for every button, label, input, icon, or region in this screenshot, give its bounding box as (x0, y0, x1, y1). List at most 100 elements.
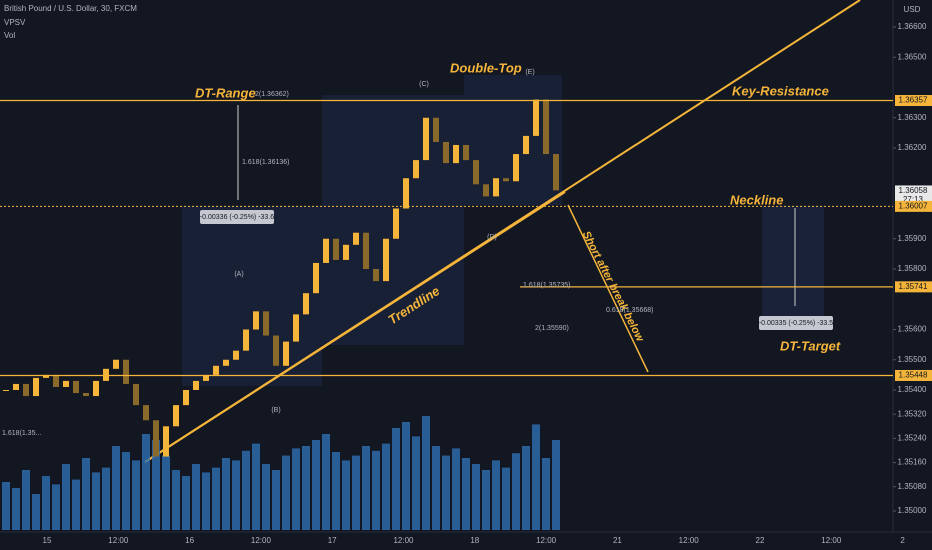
candle (363, 232, 369, 269)
candle (393, 208, 399, 239)
wave-label: (C) (419, 81, 429, 88)
volume-bar (2, 482, 10, 530)
volume-bar (82, 458, 90, 530)
price-label: 1.35400 (898, 385, 927, 394)
volume-bar (372, 450, 380, 530)
volume-bar (32, 494, 40, 530)
volume-bar (302, 446, 310, 530)
candle (13, 383, 19, 390)
time-label: 18 (470, 536, 479, 545)
wave-label: (B) (271, 407, 280, 414)
candle (553, 154, 559, 191)
volume-bar (212, 467, 220, 530)
price-label: 1.35160 (898, 458, 927, 467)
volume-bar (482, 470, 490, 530)
volume-bar (512, 453, 520, 530)
volume-bar (232, 460, 240, 530)
price-label: 1.36200 (898, 143, 927, 152)
candle (53, 374, 59, 387)
candle (83, 393, 89, 397)
candle (413, 160, 419, 179)
volume-bar (542, 458, 550, 530)
volume-bar (262, 464, 270, 530)
wave-label: (D) (487, 234, 497, 241)
time-label: 12:00 (251, 536, 272, 545)
price-tag (895, 95, 932, 107)
time-label: 21 (613, 536, 622, 545)
candle (483, 184, 489, 197)
price-label: 1.35240 (898, 434, 927, 443)
candle (313, 262, 319, 294)
volume-bar (182, 476, 190, 530)
measure-box (200, 210, 274, 224)
volume-bar (242, 450, 250, 530)
price-label: 1.35080 (898, 482, 927, 491)
measure-box (759, 316, 833, 330)
fib-label: 2(1.35590) (535, 325, 569, 332)
volume-bar (352, 455, 360, 530)
volume-bar (552, 440, 560, 530)
measure-label: -0.00335 (-0.25%) -33.5 (759, 320, 833, 327)
time-label: 12:00 (536, 536, 557, 545)
volume-bar (502, 467, 510, 530)
candle (353, 232, 359, 245)
annotation: Neckline (730, 192, 783, 207)
price-tag (895, 185, 932, 206)
annotation: Key-Resistance (732, 83, 829, 98)
volume-bar (272, 470, 280, 530)
volume-bar (442, 455, 450, 530)
fib-label: 1.618(1.35... (2, 430, 41, 437)
trendline (144, 191, 566, 463)
volume-bar (282, 455, 290, 530)
candle (143, 405, 149, 421)
candle (473, 160, 479, 185)
volume-bar (522, 446, 530, 530)
volume-bar (132, 460, 140, 530)
candle (423, 117, 429, 161)
volume-bar (92, 472, 100, 530)
price-label: 1.35600 (898, 325, 927, 334)
price-label: 1.35500 (898, 355, 927, 364)
volume-bar (382, 443, 390, 530)
price-tag (895, 200, 932, 212)
volume-bar (12, 488, 20, 530)
candle (463, 144, 469, 161)
volume-bar (492, 460, 500, 530)
candle (373, 269, 379, 282)
time-label: 12:00 (108, 536, 129, 545)
price-tag-label: 1.36058 (899, 186, 928, 195)
wave-label: (A) (234, 271, 243, 278)
candle (43, 374, 49, 378)
price-label: 1.36300 (898, 113, 927, 122)
candle (193, 380, 199, 390)
time-label: 12:00 (821, 536, 842, 545)
volume-bar (42, 476, 50, 530)
candle (323, 238, 329, 263)
volume-bar (202, 472, 210, 530)
volume-bar (252, 443, 260, 530)
candle (283, 341, 289, 366)
candle (163, 426, 169, 457)
volume-bar (432, 446, 440, 530)
volume-bar (412, 436, 420, 530)
price-tag-label: 1.36007 (899, 201, 928, 210)
time-label: 22 (756, 536, 765, 545)
price-label: 1.35000 (898, 506, 927, 515)
volume-bar (152, 440, 160, 530)
price-tag (895, 369, 932, 381)
time-label: 17 (328, 536, 337, 545)
fib-label: 0.618(1.35668) (606, 307, 653, 314)
volume-bar (532, 424, 540, 530)
indicator: VPSV (4, 18, 26, 27)
time-label: 2 (900, 536, 905, 545)
price-tag (895, 281, 932, 293)
candle (333, 238, 339, 260)
time-label: 16 (185, 536, 194, 545)
volume-bar (192, 464, 200, 530)
candle (133, 383, 139, 406)
candle (243, 329, 249, 351)
fib-label: 1.618(1.36136) (242, 159, 289, 166)
candle (273, 335, 279, 366)
volume-bar (22, 470, 30, 530)
